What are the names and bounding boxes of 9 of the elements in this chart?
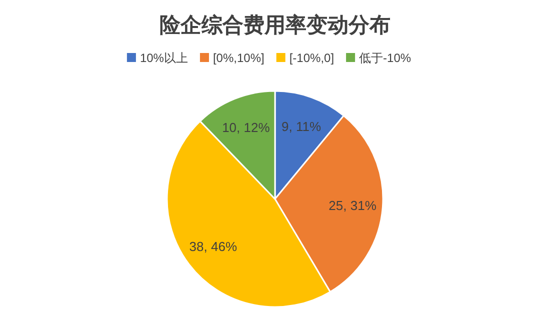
legend-label: 低于-10% bbox=[359, 51, 412, 65]
data-label: 25, 31% bbox=[328, 198, 377, 213]
legend-label: [0%,10%] bbox=[212, 51, 264, 65]
legend-label: [-10%,0] bbox=[289, 51, 334, 65]
legend-label: 10%以上 bbox=[140, 51, 188, 65]
data-label: 10, 12% bbox=[222, 120, 270, 135]
data-label: 9, 11% bbox=[282, 118, 322, 134]
data-label: 38, 46% bbox=[189, 239, 238, 254]
chart-title: 险企综合费用率变动分布 bbox=[160, 13, 390, 37]
